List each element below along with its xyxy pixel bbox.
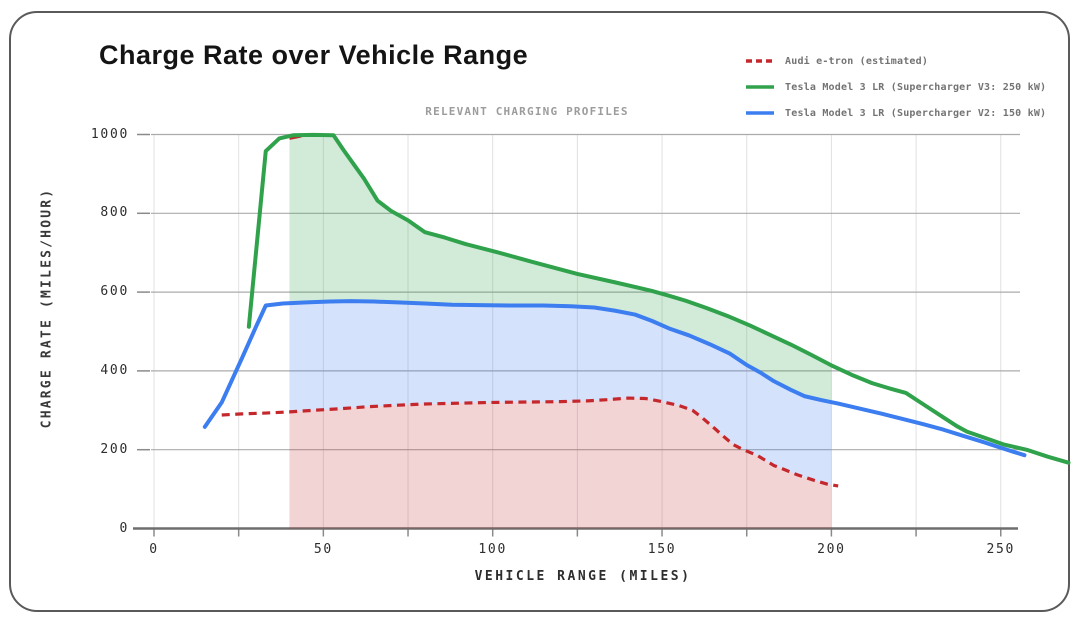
y-tick-label: 800 <box>100 205 129 221</box>
chart-subtitle: RELEVANT CHARGING PROFILES <box>425 105 629 118</box>
series-fill <box>289 398 832 529</box>
y-axis-title: CHARGE RATE (MILES/HOUR) <box>39 187 55 429</box>
legend-item-audi-etron: Audi e-tron (estimated) <box>745 48 1046 74</box>
legend-swatch-solid-line-icon <box>746 111 774 115</box>
x-tick-label: 200 <box>817 542 846 557</box>
legend: Audi e-tron (estimated) Tesla Model 3 LR… <box>745 48 1046 126</box>
series-line <box>202 299 1027 458</box>
series-line <box>246 132 1071 465</box>
y-tick-label: 1000 <box>90 126 129 142</box>
legend-item-tesla-v2: Tesla Model 3 LR (Supercharger V2: 150 k… <box>745 100 1046 126</box>
legend-label: Audi e-tron (estimated) <box>785 55 929 67</box>
y-tick-label: 400 <box>100 362 129 378</box>
series-line <box>221 396 839 488</box>
y-tick-label: 200 <box>100 441 129 457</box>
legend-swatch-dashed-line-icon <box>746 59 774 63</box>
legend-swatch-solid-line-icon <box>746 85 774 89</box>
x-tick-label: 250 <box>986 542 1016 557</box>
x-tick-label: 0 <box>149 542 159 557</box>
card-border <box>9 11 1070 612</box>
chart-title: Charge Rate over Vehicle Range <box>99 40 529 70</box>
x-tick-label: 150 <box>647 542 677 557</box>
x-tick-label: 50 <box>313 542 333 557</box>
y-tick-label: 600 <box>100 284 129 300</box>
x-axis-title: VEHICLE RANGE (MILES) <box>474 569 692 584</box>
legend-label: Tesla Model 3 LR (Supercharger V2: 150 k… <box>785 107 1047 119</box>
series-fill <box>289 134 832 403</box>
series-fill <box>289 301 832 485</box>
y-tick-label: 0 <box>119 520 129 536</box>
x-tick-label: 100 <box>478 542 507 557</box>
legend-label: Tesla Model 3 LR (Supercharger V3: 250 k… <box>785 81 1047 93</box>
legend-item-tesla-v3: Tesla Model 3 LR (Supercharger V3: 250 k… <box>745 74 1046 100</box>
